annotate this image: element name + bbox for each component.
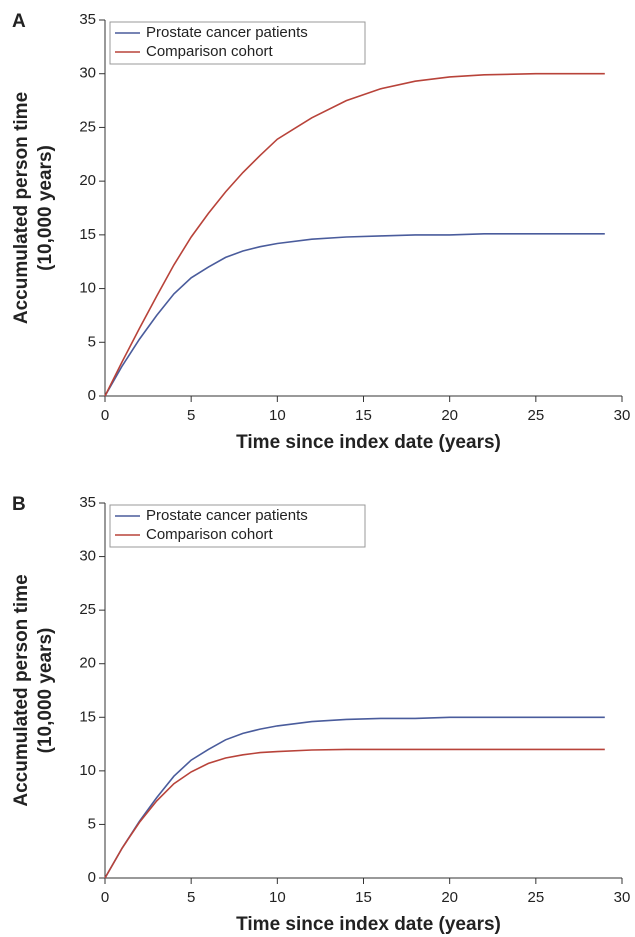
x-tick-label: 5 — [187, 889, 195, 906]
y-tick-label: 20 — [79, 655, 96, 672]
x-axis-title: Time since index date (years) — [236, 914, 501, 935]
x-tick-label: 10 — [269, 889, 286, 906]
y-tick-label: 0 — [88, 387, 96, 404]
series-line — [104, 72, 605, 397]
x-tick-label: 15 — [355, 889, 372, 906]
y-tick-label: 25 — [79, 118, 96, 135]
x-tick-label: 15 — [355, 407, 372, 424]
y-tick-label: 10 — [79, 280, 96, 297]
y-axis-title: (10,000 years) — [35, 628, 56, 754]
y-axis-title: (10,000 years) — [35, 145, 56, 271]
y-tick-label: 5 — [88, 815, 96, 832]
x-tick-label: 20 — [441, 889, 458, 906]
x-tick-label: 10 — [269, 407, 286, 424]
y-axis-title: Accumulated person time — [11, 92, 32, 324]
x-tick-label: 30 — [614, 889, 631, 906]
x-tick-label: 20 — [441, 407, 458, 424]
legend-label: Prostate cancer patients — [146, 507, 308, 524]
legend-label: Prostate cancer patients — [146, 24, 308, 41]
legend-box — [109, 504, 366, 548]
y-tick-label: 25 — [79, 601, 96, 618]
x-tick-label: 0 — [101, 889, 109, 906]
x-tick-label: 25 — [527, 889, 544, 906]
panel-label: B — [12, 494, 26, 515]
x-tick-label: 5 — [187, 407, 195, 424]
x-tick-label: 0 — [101, 407, 109, 424]
y-axis-title: Accumulated person time — [11, 574, 32, 806]
legend-label: Comparison cohort — [146, 43, 274, 60]
y-tick-label: 15 — [79, 226, 96, 243]
x-tick-label: 30 — [614, 407, 631, 424]
y-tick-label: 0 — [88, 869, 96, 886]
y-tick-label: 30 — [79, 548, 96, 565]
series-line — [104, 233, 605, 397]
y-tick-label: 35 — [79, 494, 96, 511]
x-axis-title: Time since index date (years) — [236, 432, 501, 453]
panel-label: A — [12, 11, 26, 32]
y-tick-label: 20 — [79, 172, 96, 189]
y-tick-label: 30 — [79, 65, 96, 82]
legend-box — [109, 21, 366, 65]
series-line — [104, 748, 605, 879]
y-tick-label: 15 — [79, 708, 96, 725]
y-tick-label: 5 — [88, 333, 96, 350]
y-tick-label: 35 — [79, 11, 96, 28]
series-line — [104, 716, 605, 879]
y-tick-label: 10 — [79, 762, 96, 779]
legend-label: Comparison cohort — [146, 526, 274, 543]
x-tick-label: 25 — [527, 407, 544, 424]
